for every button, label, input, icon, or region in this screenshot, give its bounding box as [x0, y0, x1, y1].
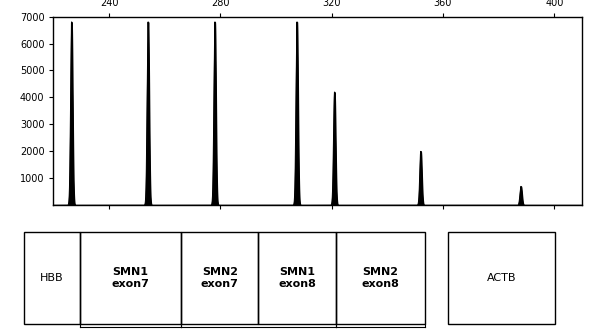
- Bar: [336, 232, 425, 324]
- Text: SMN2
exon7: SMN2 exon7: [201, 267, 239, 289]
- Text: ACTB: ACTB: [487, 273, 517, 283]
- Text: SMN2
exon8: SMN2 exon8: [361, 267, 399, 289]
- Bar: [448, 232, 555, 324]
- Bar: [258, 232, 336, 324]
- Bar: [181, 232, 258, 324]
- Text: SMN1
exon8: SMN1 exon8: [278, 267, 316, 289]
- Bar: [80, 232, 181, 324]
- Bar: [24, 232, 80, 324]
- Text: SMN1
exon7: SMN1 exon7: [112, 267, 150, 289]
- Text: HBB: HBB: [40, 273, 64, 283]
